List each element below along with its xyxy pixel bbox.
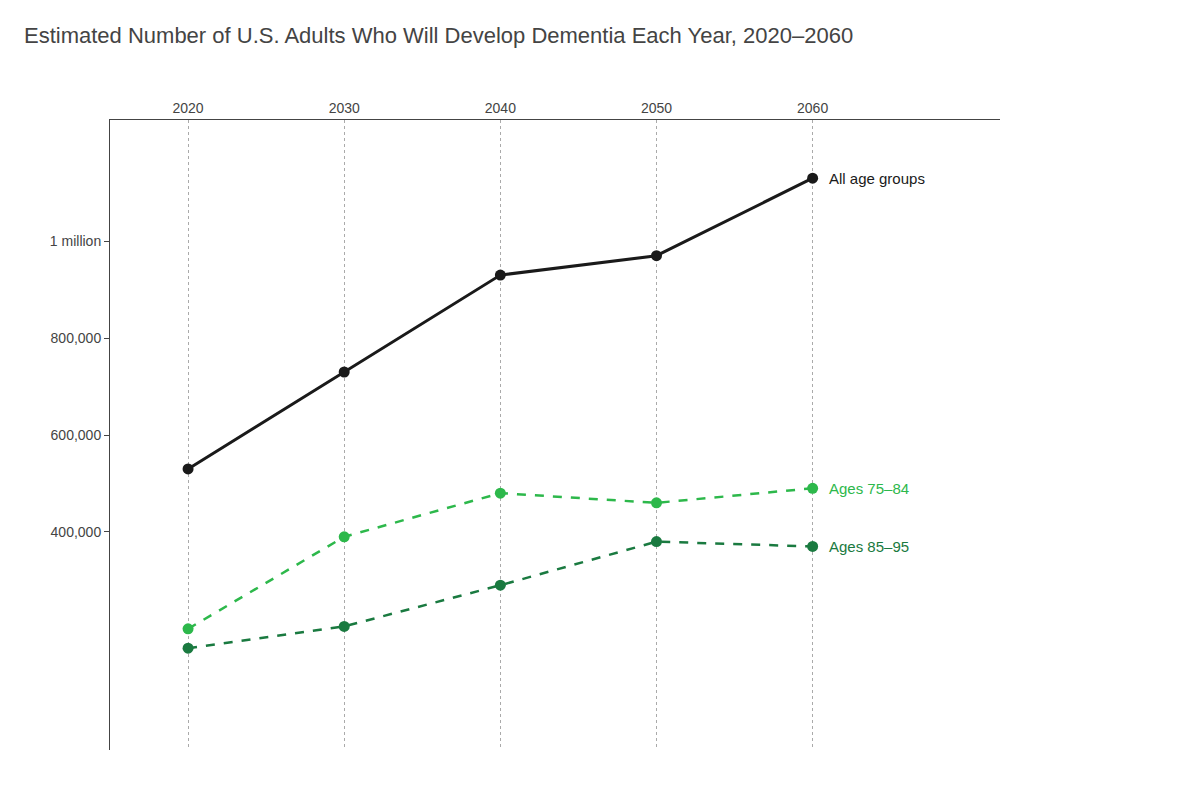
- svg-text:All age groups: All age groups: [829, 170, 925, 187]
- svg-text:Ages 85–95: Ages 85–95: [829, 538, 909, 555]
- svg-text:1 million: 1 million: [50, 233, 101, 249]
- svg-text:Estimated Number of U.S. Adult: Estimated Number of U.S. Adults Who Will…: [24, 23, 853, 48]
- svg-text:2050: 2050: [641, 100, 672, 116]
- svg-text:2060: 2060: [797, 100, 828, 116]
- svg-text:600,000: 600,000: [51, 427, 102, 443]
- svg-text:2030: 2030: [329, 100, 360, 116]
- svg-text:400,000: 400,000: [51, 524, 102, 540]
- svg-text:2020: 2020: [172, 100, 203, 116]
- svg-text:Ages 75–84: Ages 75–84: [829, 480, 909, 497]
- svg-text:800,000: 800,000: [51, 330, 102, 346]
- svg-text:2040: 2040: [485, 100, 516, 116]
